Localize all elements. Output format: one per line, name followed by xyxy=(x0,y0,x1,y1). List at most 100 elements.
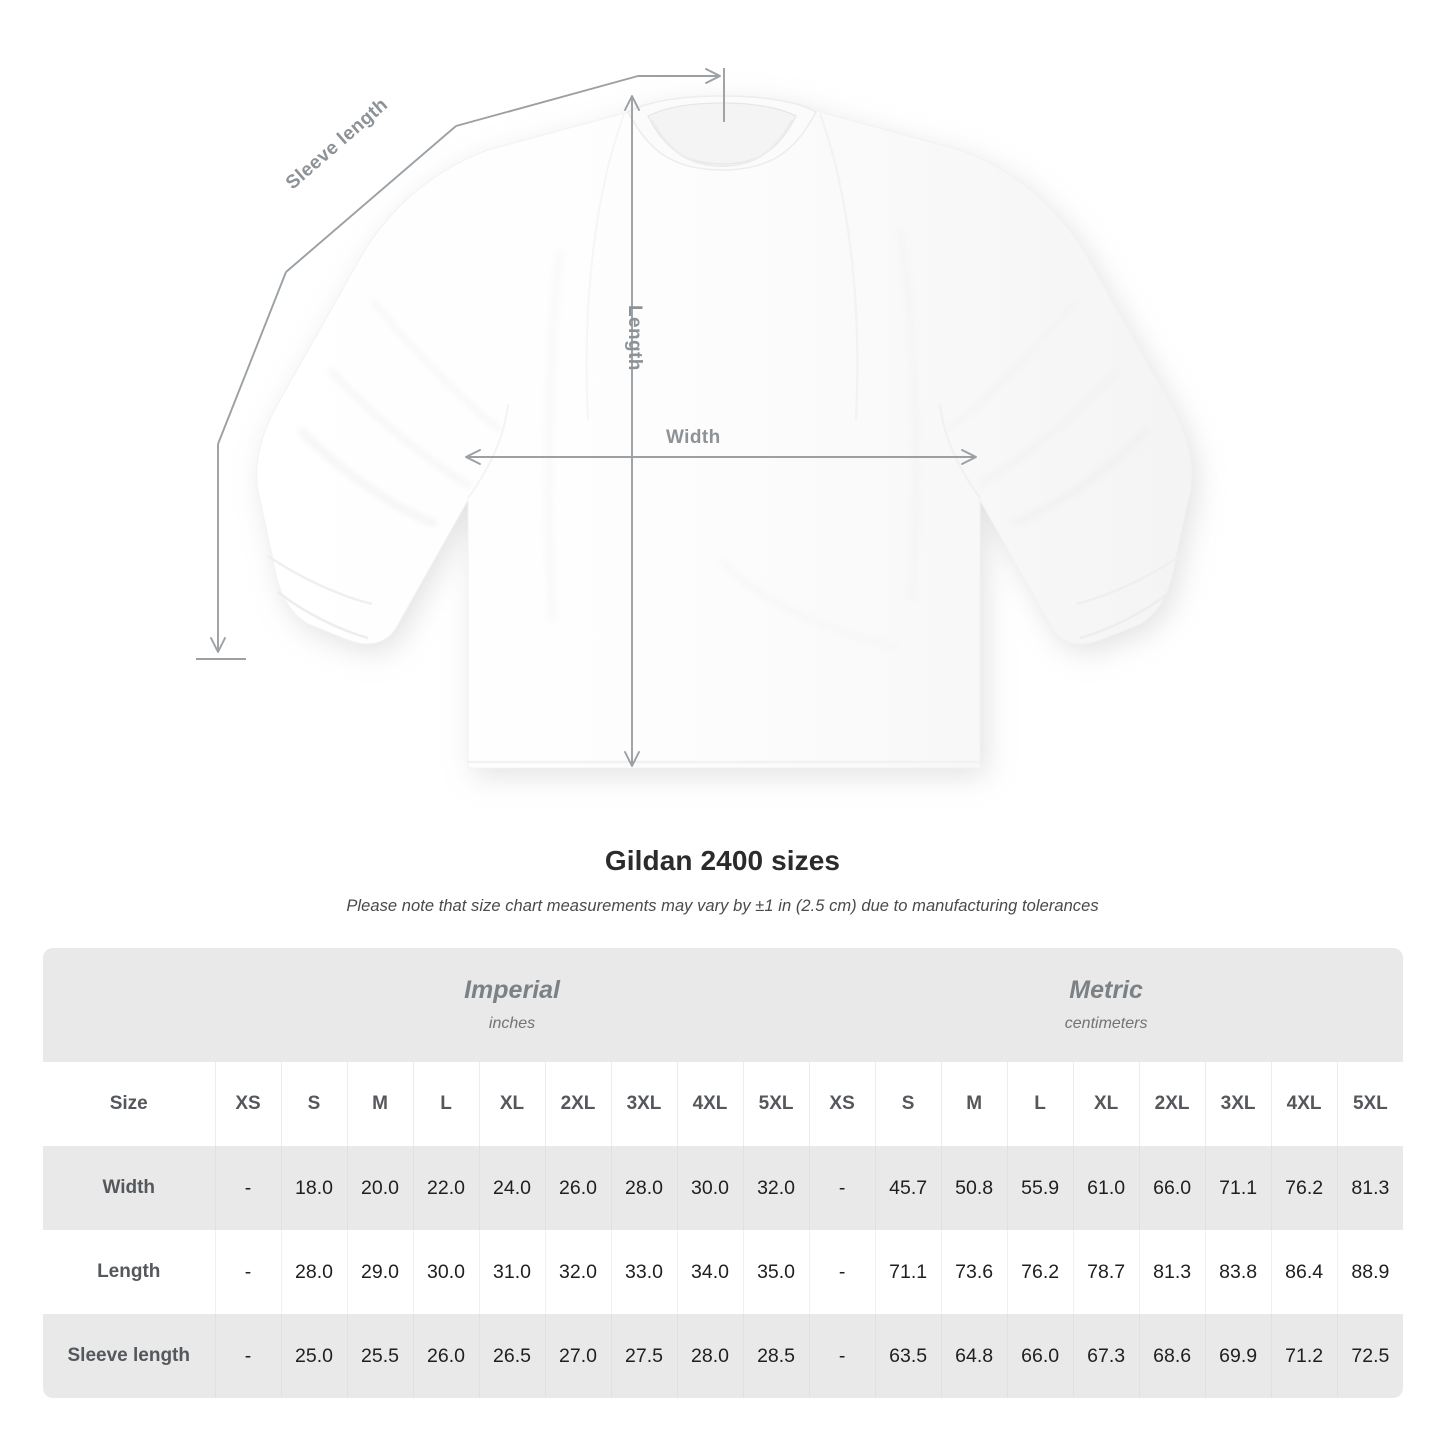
size-header-metric-xl: XL xyxy=(1072,1062,1140,1146)
size-header-metric-3xl: 3XL xyxy=(1204,1062,1272,1146)
cell-sleeve-metric-2xl: 68.6 xyxy=(1138,1314,1206,1398)
cell-length-metric-5xl: 88.9 xyxy=(1336,1230,1403,1314)
cell-sleeve-imperial-xs: - xyxy=(214,1314,281,1398)
size-header-imperial-4xl: 4XL xyxy=(676,1062,743,1146)
cell-width-metric-xs: - xyxy=(808,1146,876,1230)
cell-sleeve-imperial-m: 25.5 xyxy=(346,1314,413,1398)
size-header-metric-s: S xyxy=(874,1062,942,1146)
cell-width-imperial-xl: 24.0 xyxy=(478,1146,545,1230)
shirt-shape xyxy=(256,95,1192,769)
size-chart-table-body: Imperial inches Metric centimeters Size … xyxy=(43,948,1403,1398)
cell-sleeve-metric-s: 63.5 xyxy=(874,1314,942,1398)
cell-sleeve-imperial-xl: 26.5 xyxy=(478,1314,545,1398)
cell-sleeve-imperial-5xl: 28.5 xyxy=(742,1314,810,1398)
cell-sleeve-metric-xs: - xyxy=(808,1314,876,1398)
sleeve-length-guide xyxy=(196,68,725,660)
cell-length-imperial-5xl: 35.0 xyxy=(742,1230,810,1314)
cell-width-metric-4xl: 76.2 xyxy=(1270,1146,1338,1230)
cell-sleeve-metric-5xl: 72.5 xyxy=(1336,1314,1403,1398)
garment-diagram: Sleeve length Length Width xyxy=(196,68,1192,769)
unit-measure-name-metric: centimeters xyxy=(1064,1014,1148,1032)
cell-sleeve-imperial-2xl: 27.0 xyxy=(544,1314,611,1398)
garment-illustration-svg xyxy=(196,68,1192,769)
cell-length-metric-l: 76.2 xyxy=(1006,1230,1074,1314)
size-header-imperial-3xl: 3XL xyxy=(610,1062,677,1146)
table-row: Width - 18.0 20.0 22.0 24.0 26.0 28.0 30… xyxy=(43,1146,1403,1230)
cell-width-metric-5xl: 81.3 xyxy=(1336,1146,1403,1230)
cell-width-imperial-m: 20.0 xyxy=(346,1146,413,1230)
cell-sleeve-metric-4xl: 71.2 xyxy=(1270,1314,1338,1398)
size-chart-table: Imperial inches Metric centimeters Size … xyxy=(43,948,1403,1398)
cell-sleeve-metric-m: 64.8 xyxy=(940,1314,1008,1398)
cell-width-imperial-3xl: 28.0 xyxy=(610,1146,677,1230)
cell-width-metric-xl: 61.0 xyxy=(1072,1146,1140,1230)
length-label: Length xyxy=(624,305,645,371)
size-header-imperial-m: M xyxy=(346,1062,413,1146)
cell-length-metric-xl: 78.7 xyxy=(1072,1230,1140,1314)
cell-sleeve-metric-l: 66.0 xyxy=(1006,1314,1074,1398)
tolerance-note: Please note that size chart measurements… xyxy=(346,897,1099,915)
cell-length-imperial-3xl: 33.0 xyxy=(610,1230,677,1314)
row-label-width: Width xyxy=(43,1146,215,1230)
unit-spacer-cell xyxy=(43,948,215,1062)
size-header-metric-l: L xyxy=(1006,1062,1074,1146)
cell-sleeve-metric-xl: 67.3 xyxy=(1072,1314,1140,1398)
size-header-imperial-xl: XL xyxy=(478,1062,545,1146)
table-row: Length - 28.0 29.0 30.0 31.0 32.0 33.0 3… xyxy=(43,1230,1403,1314)
size-header-metric-5xl: 5XL xyxy=(1336,1062,1403,1146)
measurement-lines xyxy=(196,68,977,767)
size-header-metric-4xl: 4XL xyxy=(1270,1062,1338,1146)
cell-length-metric-xs: - xyxy=(808,1230,876,1314)
cell-width-imperial-5xl: 32.0 xyxy=(742,1146,810,1230)
cell-width-imperial-s: 18.0 xyxy=(280,1146,347,1230)
cell-length-imperial-4xl: 34.0 xyxy=(676,1230,743,1314)
unit-system-name-metric: Metric xyxy=(1069,976,1143,1005)
length-guide xyxy=(624,95,640,767)
cell-sleeve-metric-3xl: 69.9 xyxy=(1204,1314,1272,1398)
cell-length-imperial-2xl: 32.0 xyxy=(544,1230,611,1314)
cell-width-imperial-4xl: 30.0 xyxy=(676,1146,743,1230)
cell-length-metric-s: 71.1 xyxy=(874,1230,942,1314)
cell-length-imperial-s: 28.0 xyxy=(280,1230,347,1314)
cell-width-metric-2xl: 66.0 xyxy=(1138,1146,1206,1230)
cell-width-metric-s: 45.7 xyxy=(874,1146,942,1230)
unit-system-name-imperial: Imperial xyxy=(464,976,560,1005)
row-label-length: Length xyxy=(43,1230,215,1314)
size-header-metric-xs: XS xyxy=(808,1062,876,1146)
cell-width-imperial-xs: - xyxy=(214,1146,281,1230)
size-header-imperial-5xl: 5XL xyxy=(742,1062,810,1146)
cell-length-imperial-xs: - xyxy=(214,1230,281,1314)
cell-length-metric-3xl: 83.8 xyxy=(1204,1230,1272,1314)
size-header-label: Size xyxy=(43,1062,215,1146)
size-header-imperial-2xl: 2XL xyxy=(544,1062,611,1146)
cell-width-imperial-l: 22.0 xyxy=(412,1146,479,1230)
table-row: Sleeve length - 25.0 25.5 26.0 26.5 27.0… xyxy=(43,1314,1403,1398)
title-block: Gildan 2400 sizes Please note that size … xyxy=(0,845,1445,916)
page-title: Gildan 2400 sizes xyxy=(604,845,841,876)
unit-cell-imperial: Imperial inches xyxy=(215,948,810,1062)
cell-sleeve-imperial-4xl: 28.0 xyxy=(676,1314,743,1398)
size-chart-table-container: Imperial inches Metric centimeters Size … xyxy=(43,948,1403,1398)
cell-sleeve-imperial-l: 26.0 xyxy=(412,1314,479,1398)
cell-length-imperial-l: 30.0 xyxy=(412,1230,479,1314)
cell-width-imperial-2xl: 26.0 xyxy=(544,1146,611,1230)
row-label-sleeve-length: Sleeve length xyxy=(43,1314,215,1398)
cell-length-imperial-xl: 31.0 xyxy=(478,1230,545,1314)
cell-length-metric-m: 73.6 xyxy=(940,1230,1008,1314)
cell-sleeve-imperial-s: 25.0 xyxy=(280,1314,347,1398)
cell-width-metric-l: 55.9 xyxy=(1006,1146,1074,1230)
unit-measure-name-imperial: inches xyxy=(488,1014,536,1032)
size-header-metric-m: M xyxy=(940,1062,1008,1146)
size-header-imperial-s: S xyxy=(280,1062,347,1146)
width-guide xyxy=(465,449,977,465)
width-label: Width xyxy=(666,427,721,448)
cell-sleeve-imperial-3xl: 27.5 xyxy=(610,1314,677,1398)
size-header-row: Size XS S M L XL 2XL 3XL 4XL 5XL XS S M … xyxy=(43,1062,1403,1146)
cell-width-metric-3xl: 71.1 xyxy=(1204,1146,1272,1230)
unit-system-row: Imperial inches Metric centimeters xyxy=(43,948,1403,1062)
cell-length-metric-4xl: 86.4 xyxy=(1270,1230,1338,1314)
size-header-metric-2xl: 2XL xyxy=(1138,1062,1206,1146)
cell-length-metric-2xl: 81.3 xyxy=(1138,1230,1206,1314)
unit-cell-metric: Metric centimeters xyxy=(809,948,1403,1062)
cell-width-metric-m: 50.8 xyxy=(940,1146,1008,1230)
